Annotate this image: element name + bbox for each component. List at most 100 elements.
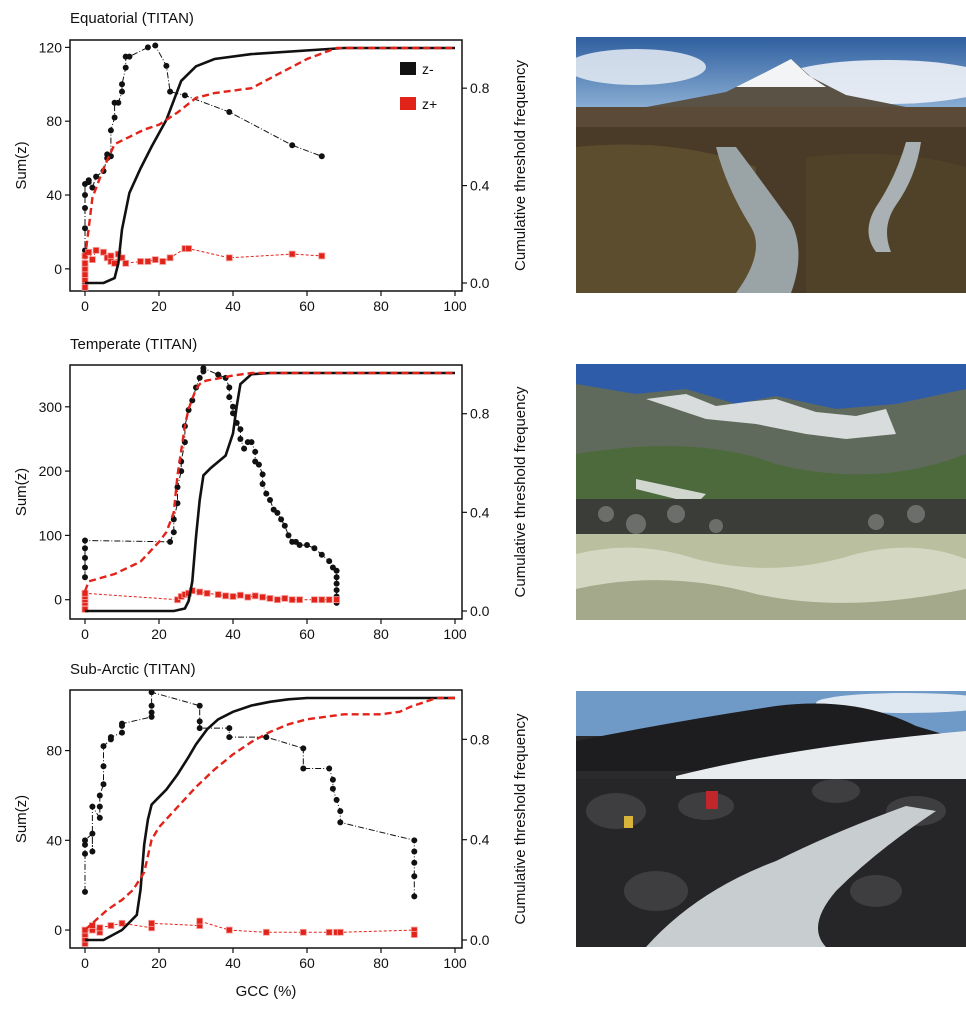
data-point-z-plus <box>310 596 318 604</box>
data-point-z-minus <box>226 108 233 115</box>
x-tick-label: 40 <box>225 626 241 642</box>
data-point-z-minus <box>300 745 307 752</box>
data-point-z-minus <box>96 803 103 810</box>
data-point-z-minus <box>248 439 255 446</box>
y2-tick-label: 0.4 <box>470 504 490 520</box>
y-tick-label: 0 <box>54 922 62 938</box>
data-point-z-minus <box>411 859 418 866</box>
data-point-z-minus <box>411 848 418 855</box>
y-axis-label: Sum(z) <box>13 795 30 843</box>
data-point-z-plus <box>288 596 296 604</box>
legend-label-z-minus: z- <box>422 61 434 77</box>
data-point-z-minus <box>326 765 333 772</box>
data-point-z-minus <box>333 567 340 574</box>
data-point-z-minus <box>82 545 88 552</box>
data-point-z-minus <box>126 53 133 60</box>
data-point-z-minus <box>329 776 336 783</box>
data-point-z-plus <box>266 595 274 602</box>
plot-frame <box>69 689 463 949</box>
data-point-z-minus <box>267 497 273 504</box>
x-tick-label: 100 <box>443 955 467 971</box>
x-tick-label: 0 <box>81 626 89 642</box>
data-point-z-plus <box>318 596 326 604</box>
data-point-z-plus <box>288 250 296 258</box>
x-tick-label: 60 <box>299 298 315 314</box>
data-point-z-plus <box>203 589 211 597</box>
y2-tick-label: 0.8 <box>470 731 490 747</box>
data-point-z-minus <box>411 837 418 844</box>
data-point-z-plus <box>236 591 244 599</box>
chart-title: Equatorial (TITAN) <box>70 10 194 27</box>
x-tick-label: 20 <box>151 955 167 971</box>
data-point-z-minus <box>89 848 96 855</box>
data-point-z-minus <box>167 538 174 545</box>
data-point-z-plus <box>81 265 89 273</box>
plot-area <box>81 690 455 947</box>
data-point-z-minus <box>311 545 318 552</box>
chart-title: Sub-Arctic (TITAN) <box>70 661 196 678</box>
data-point-z-minus <box>215 371 222 378</box>
data-point-z-minus <box>82 537 88 544</box>
data-point-z-plus <box>244 593 252 601</box>
x-tick-label: 100 <box>443 626 467 642</box>
data-point-z-minus <box>333 580 340 587</box>
data-point-z-plus <box>96 924 104 932</box>
data-point-z-minus <box>300 765 307 772</box>
data-point-z-minus <box>259 471 266 478</box>
data-point-z-minus <box>82 841 88 848</box>
x-tick-label: 20 <box>151 626 167 642</box>
y-tick-label: 200 <box>39 463 63 479</box>
chart-panel-2: Sub-Arctic (TITAN) 0 20 40 60 80 100 0 40 80 0.0 0.… <box>13 661 529 1000</box>
y-tick-label: 80 <box>46 743 62 759</box>
data-point-z-minus <box>237 435 244 442</box>
data-point-z-minus <box>89 830 96 837</box>
data-point-z-minus <box>237 426 244 433</box>
data-point-z-minus <box>148 702 155 709</box>
data-point-z-minus <box>119 729 125 736</box>
data-point-z-minus <box>178 468 185 475</box>
y-tick-label: 40 <box>46 832 62 848</box>
data-point-z-plus <box>229 593 237 600</box>
data-point-z-minus <box>304 542 310 549</box>
series-connector-z-minus <box>84 691 415 897</box>
data-point-z-plus <box>159 258 167 265</box>
data-point-z-minus <box>148 690 155 696</box>
data-point-z-minus <box>337 819 344 826</box>
data-point-z-plus <box>144 258 152 265</box>
x-tick-label: 60 <box>299 955 315 971</box>
plot-frame <box>69 364 463 620</box>
data-point-z-minus <box>230 403 236 410</box>
data-point-z-plus <box>196 588 204 596</box>
y-axis-label: Sum(z) <box>13 468 30 516</box>
y-tick-label: 300 <box>39 399 63 415</box>
data-point-z-minus <box>119 81 125 88</box>
data-point-z-minus <box>196 725 203 732</box>
photo-temperate-glacial-river <box>576 364 966 620</box>
cumulative-curve-z-minus <box>85 696 455 942</box>
data-point-z-plus <box>185 245 193 252</box>
data-point-z-plus <box>107 922 115 929</box>
x-tick-label: 60 <box>299 626 315 642</box>
data-point-z-plus <box>296 596 304 604</box>
data-point-z-minus <box>318 551 325 558</box>
data-point-z-minus <box>111 114 118 121</box>
data-point-z-minus <box>119 720 125 727</box>
data-point-z-minus <box>163 62 170 69</box>
y-tick-label: 100 <box>39 527 63 543</box>
x-tick-label: 80 <box>373 955 389 971</box>
data-point-z-minus <box>119 88 125 95</box>
data-point-z-plus <box>107 252 115 260</box>
chart-title: Temperate (TITAN) <box>70 336 197 353</box>
y-tick-label: 0 <box>54 261 62 277</box>
y-axis-label: Sum(z) <box>13 141 30 189</box>
y2-tick-label: 0.4 <box>470 178 490 194</box>
data-point-z-minus <box>96 814 103 821</box>
data-point-z-minus <box>115 99 122 106</box>
data-point-z-plus <box>299 928 307 936</box>
data-point-z-minus <box>144 44 151 51</box>
y-tick-label: 0 <box>54 592 62 608</box>
data-point-z-minus <box>333 796 340 803</box>
series-connector-z-plus <box>84 590 337 610</box>
data-point-z-plus <box>81 259 89 267</box>
data-point-z-minus <box>333 587 340 594</box>
